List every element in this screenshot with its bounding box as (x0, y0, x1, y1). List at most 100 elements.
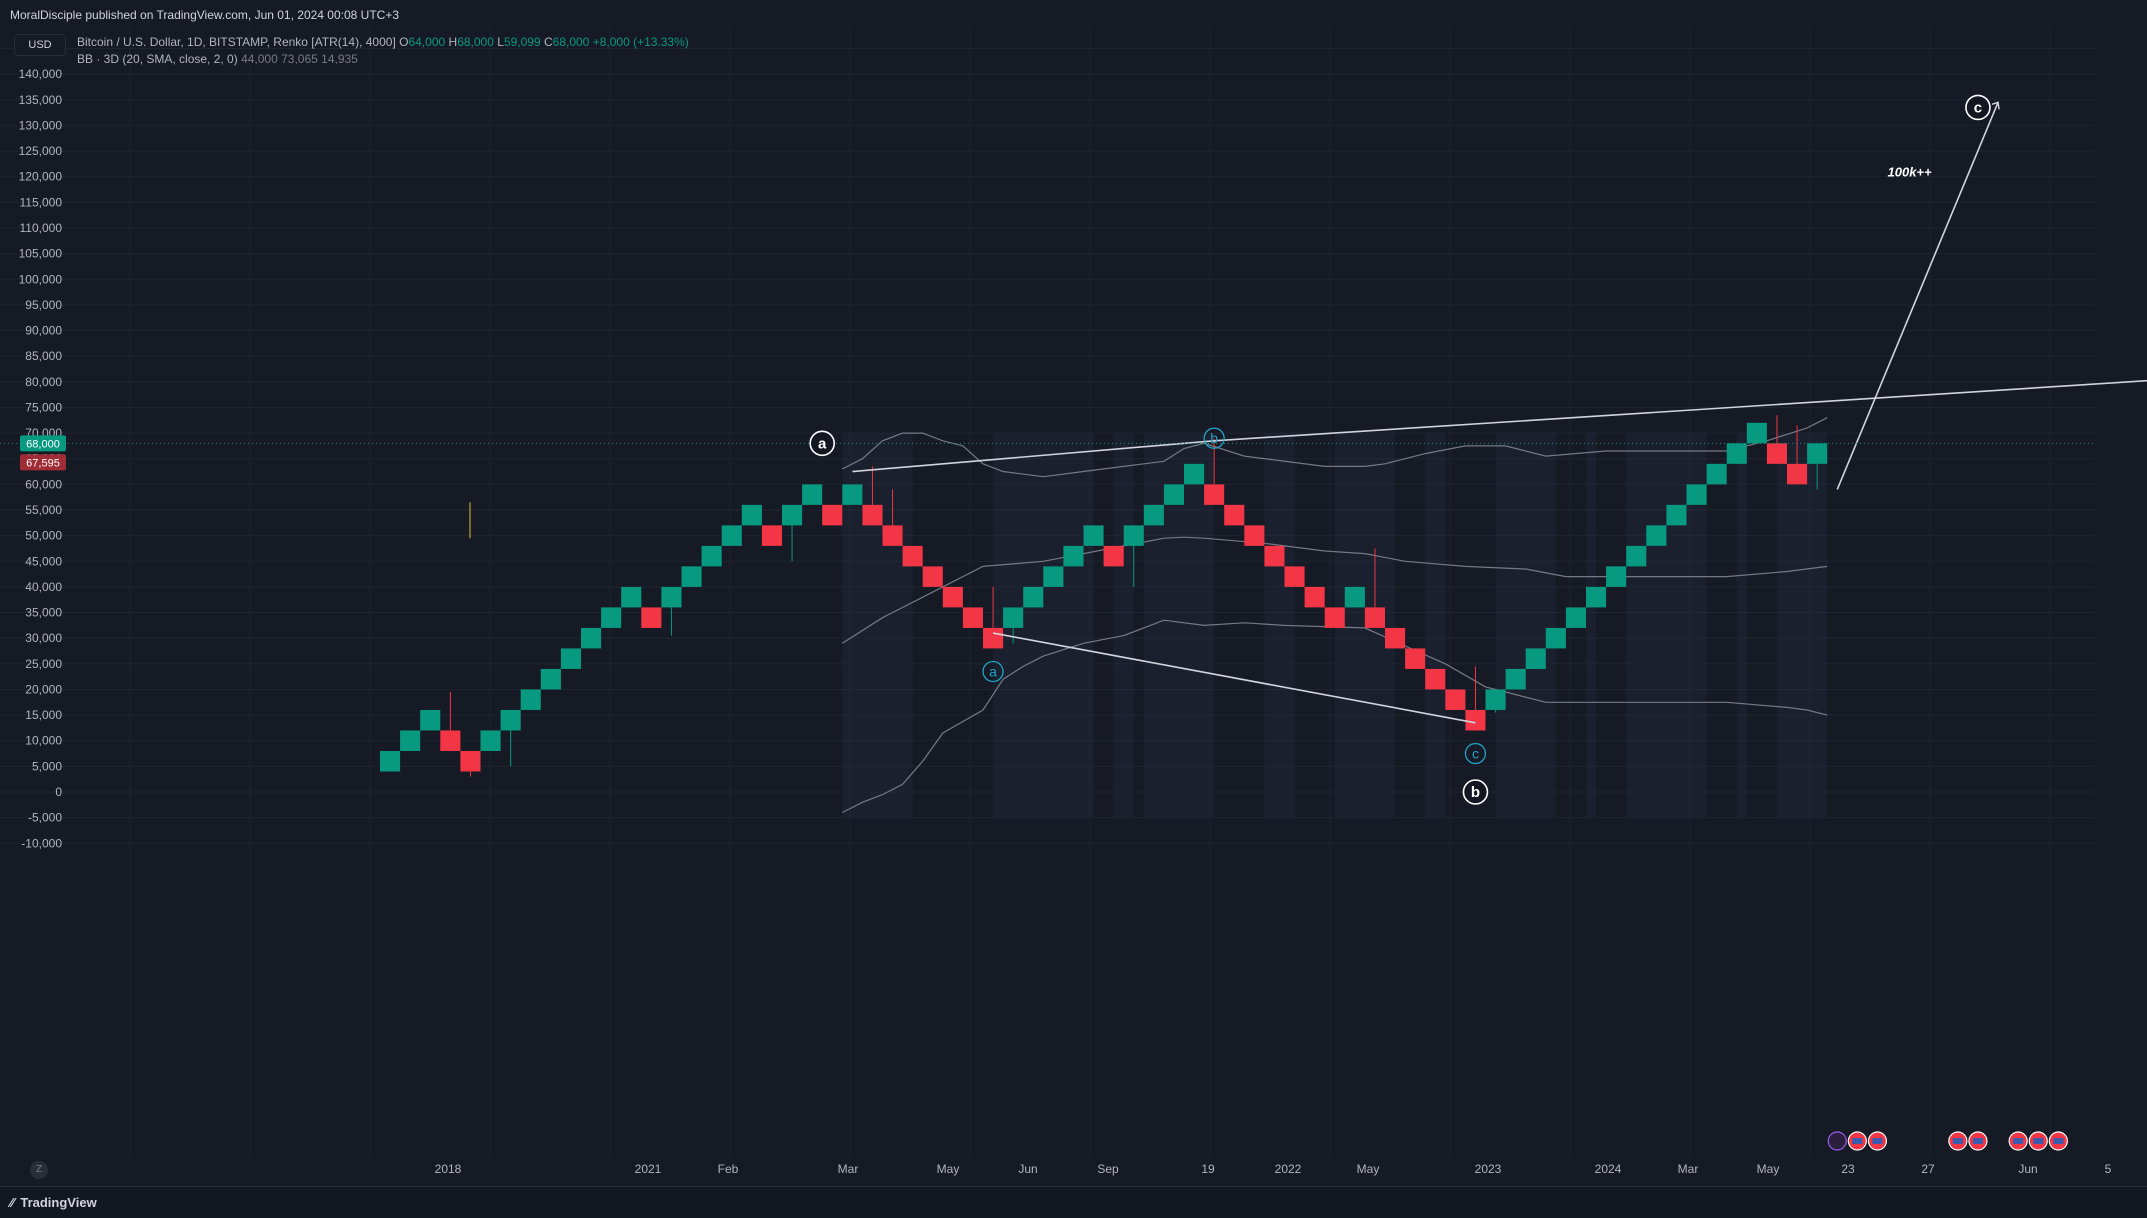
y-tick-label: 140,000 (19, 67, 63, 81)
renko-brick-down (1244, 525, 1265, 546)
x-tick-label: May (1357, 1162, 1380, 1176)
renko-brick-up (741, 504, 762, 526)
renko-brick-down (1425, 668, 1446, 690)
renko-brick-up (1807, 443, 1828, 464)
renko-brick-up (802, 484, 823, 505)
y-tick-label: 40,000 (25, 580, 62, 594)
high-label: H (448, 35, 458, 49)
renko-brick-up (1123, 525, 1144, 546)
chart-grid (0, 28, 2095, 1158)
bb-shading (842, 433, 1828, 818)
wave-label-text: a (989, 664, 997, 680)
renko-brick-up (782, 504, 803, 526)
y-tick-label: 135,000 (19, 93, 63, 107)
y-tick-label: 125,000 (19, 144, 63, 158)
wave-label-circle (1965, 94, 1991, 121)
price-label-bg (20, 435, 66, 452)
renko-brick-down (1204, 484, 1225, 505)
y-tick-label: 50,000 (25, 529, 62, 543)
wave-label-circle (1203, 427, 1225, 449)
y-tick-label: 0 (55, 785, 62, 799)
legend-bb-row: BB · 3D (20, SMA, close, 2, 0) 44,000 73… (77, 51, 689, 68)
lightning-event-icon (1827, 1131, 1847, 1151)
y-tick-label: 15,000 (25, 708, 62, 722)
zoom-reset-button[interactable]: Z (30, 1161, 48, 1179)
price-axis[interactable]: 145,000140,000135,000130,000125,000120,0… (19, 42, 66, 851)
low-label: L (497, 35, 504, 49)
tradingview-logo[interactable]: ⁄⁄ TradingView (10, 1195, 97, 1210)
renko-brick-up (601, 607, 622, 628)
renko-brick-up (1666, 504, 1687, 526)
renko-brick-up (400, 730, 421, 751)
renko-brick-down (1224, 504, 1245, 526)
bb-lower-line (842, 619, 1828, 814)
event-markers[interactable] (1827, 1131, 2068, 1151)
renko-brick-down (1324, 607, 1345, 628)
time-axis[interactable]: 2018 2021 Feb Mar May Jun Sep 19 2022 May 2023 2024… (435, 1162, 2112, 1176)
y-tick-label: 110,000 (20, 221, 63, 235)
trendlines[interactable] (0, 101, 2147, 724)
x-tick-label: 2023 (1475, 1162, 1502, 1176)
wave-label-circle (1462, 779, 1489, 805)
y-tick-label: 45,000 (25, 554, 62, 568)
bb-title[interactable]: BB · 3D (20, SMA, close, 2, 0) (77, 52, 238, 66)
close-value: 68,000 (552, 35, 590, 49)
renko-brick-up (1063, 545, 1084, 567)
y-tick-label: 35,000 (25, 606, 62, 620)
flag-field (1872, 1138, 1883, 1144)
renko-brick-down (1405, 648, 1426, 669)
renko-brick-up (1184, 463, 1205, 485)
legend-symbol[interactable]: Bitcoin / U.S. Dollar, 1D, BITSTAMP, Ren… (77, 35, 396, 49)
wave-label-circle (982, 660, 1004, 683)
chart-legend: Bitcoin / U.S. Dollar, 1D, BITSTAMP, Ren… (77, 34, 689, 68)
renko-brick-down (641, 607, 662, 628)
x-tick-label: 2021 (635, 1162, 662, 1176)
trendline (852, 439, 1215, 473)
trendline (1214, 379, 2147, 442)
renko-brick-down (1304, 586, 1325, 608)
publisher-bar: MoralDisciple published on TradingView.c… (0, 0, 2147, 28)
bb-shade (1113, 433, 1134, 818)
renko-brick-up (621, 586, 642, 608)
bb-shade (1425, 433, 1446, 818)
renko-bricks (380, 415, 1828, 777)
arrow-head (1991, 101, 2000, 110)
renko-brick-up (1003, 607, 1024, 628)
x-tick-label: 27 (1921, 1162, 1935, 1176)
currency-button[interactable]: USD (14, 34, 66, 56)
renko-brick-up (1525, 648, 1546, 669)
tv-logo-icon: ⁄⁄ (10, 1195, 15, 1210)
renko-brick-up (842, 484, 863, 505)
renko-brick-down (440, 730, 461, 751)
y-tick-label: 130,000 (19, 118, 63, 132)
flag-field (1972, 1138, 1983, 1144)
flag-field (2053, 1138, 2064, 1144)
renko-brick-up (1606, 566, 1627, 587)
renko-brick-up (1726, 443, 1747, 464)
y-tick-label: 80,000 (25, 375, 62, 389)
open-value: 64,000 (408, 35, 446, 49)
renko-brick-up (1586, 586, 1607, 608)
y-tick-label: 90,000 (25, 324, 62, 338)
renko-brick-up (1626, 545, 1647, 567)
x-tick-label: Mar (838, 1162, 859, 1176)
renko-brick-down (983, 627, 1004, 649)
renko-brick-up (500, 709, 521, 731)
renko-brick-up (721, 525, 742, 546)
x-tick-label: 2018 (435, 1162, 462, 1176)
flag-field (2013, 1138, 2024, 1144)
flag-field (1952, 1138, 1963, 1144)
flag-field (2033, 1138, 2044, 1144)
y-tick-label: 75,000 (25, 400, 62, 414)
renko-brick-up (480, 730, 501, 751)
price-label-text: 68,000 (26, 438, 60, 450)
x-tick-label: 23 (1841, 1162, 1855, 1176)
price-label-bg (20, 454, 66, 471)
x-tick-label: Feb (718, 1162, 739, 1176)
bb-shade (1736, 433, 1747, 818)
renko-brick-down (1264, 545, 1285, 567)
renko-brick-down (822, 504, 843, 526)
bb-upper-line (842, 417, 1828, 478)
